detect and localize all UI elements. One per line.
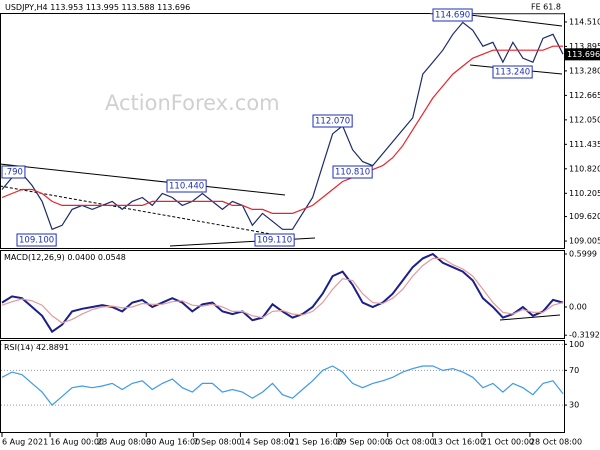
y-tick-label: 112.050 [569,115,600,124]
value: 42.8891 [36,343,69,352]
main-panel [0,13,565,249]
x-tick-label: 7 Sep 08:00 [193,438,241,447]
symbol: USDJPY,H4 [5,3,48,12]
value: 0.0400 [67,253,95,262]
annotation-label: 110.440 [169,182,204,192]
x-tick-label: 13 Oct 16:00 [433,438,485,447]
y-tick-label: -0.3192 [569,331,600,340]
y-tick-label: 0.5999 [569,249,597,258]
price-annotation: 109.110 [254,233,295,247]
open: 113.953 [50,3,83,12]
fib-label: FE 61.8 [531,3,561,12]
value: 0.0548 [98,253,126,262]
y-tick-label: 110.820 [569,164,600,173]
chart-header: USDJPY,H4 113.953 113.995 113.588 113.69… [5,3,190,12]
x-tick-label: 6 Aug 2021 [2,438,48,447]
annotation-label: 114.690 [435,11,470,21]
annotation-label: 113.240 [495,68,530,78]
y-tick-label: 100 [569,340,584,349]
current-price-label: 113.696 [567,50,600,59]
macd-panel [0,250,565,339]
panel-borders [0,13,565,433]
annotation-label: 110.810 [335,168,370,178]
series-line [1,365,564,406]
annotation-box [254,233,295,247]
y-tick-label: 113.895 [569,42,600,51]
high: 113.995 [86,3,119,12]
annotation-box [312,114,353,128]
y-tick-label: 109.005 [569,237,600,246]
trendline [499,314,561,321]
trendline [0,185,283,237]
x-tick-label: 21 Oct 00:00 [482,438,534,447]
y-tick-label: 112.665 [569,91,600,100]
annotation-box [332,165,373,179]
rsi-panel [0,340,565,433]
annotation-label: 109.110 [257,236,292,246]
annotation-label: 109.100 [19,236,54,246]
price-annotation: 114.690 [432,8,473,22]
x-tick-label: 21 Sep 16:00 [290,438,343,447]
y-tick-label: 70 [569,366,579,375]
rsi-header: RSI(14) 42.8891 [4,343,69,352]
indicator: MACD(12,26,9) [4,253,65,262]
series-line [1,257,564,324]
current-price-box [565,48,600,61]
x-tick-label: 6 Oct 08:00 [388,438,435,447]
series-line [1,252,564,334]
x-tick-label: 16 Aug 00:00 [50,438,104,447]
y-tick-label: 30 [569,401,579,410]
x-tick-label: 23 Aug 08:00 [97,438,151,447]
price-annotation: 109.100 [16,233,57,247]
y-tick-label: 109.620 [569,212,600,221]
annotation-box [432,8,473,22]
annotation-label: .790 [4,168,23,178]
x-tick-label: 28 Oct 08:00 [530,438,582,447]
y-tick-label: 113.280 [569,66,600,75]
watermark: ActionForex.com [105,91,280,115]
trendline [469,14,563,27]
y-tick-label: 0.00 [569,302,587,311]
trendline [0,163,286,196]
indicator: RSI(14) [4,343,33,352]
annotation-box [16,233,57,247]
macd-header: MACD(12,26,9) 0.0400 0.0548 [4,253,126,262]
y-tick-label: 111.435 [569,140,600,149]
y-tick-label: 114.510 [569,17,600,26]
price-annotation: 110.440 [166,179,207,193]
close: 113.696 [157,3,190,12]
x-tick-label: 29 Sep 00:00 [337,438,390,447]
price-annotation: 112.070 [312,114,353,128]
x-tick-label: 14 Sep 08:00 [240,438,293,447]
y-tick-label: 110.205 [569,189,600,198]
annotation-box [166,179,207,193]
annotation-label: 112.070 [315,117,350,127]
annotation-box [1,165,26,179]
series-line [1,21,564,231]
annotation-box [492,65,533,79]
x-tick-label: 30 Aug 16:00 [146,438,200,447]
price-annotation: 110.810 [332,165,373,179]
series-line [1,45,563,214]
price-annotation: .790 [1,165,26,179]
low: 113.588 [121,3,154,12]
price-annotation: 113.240 [492,65,533,79]
